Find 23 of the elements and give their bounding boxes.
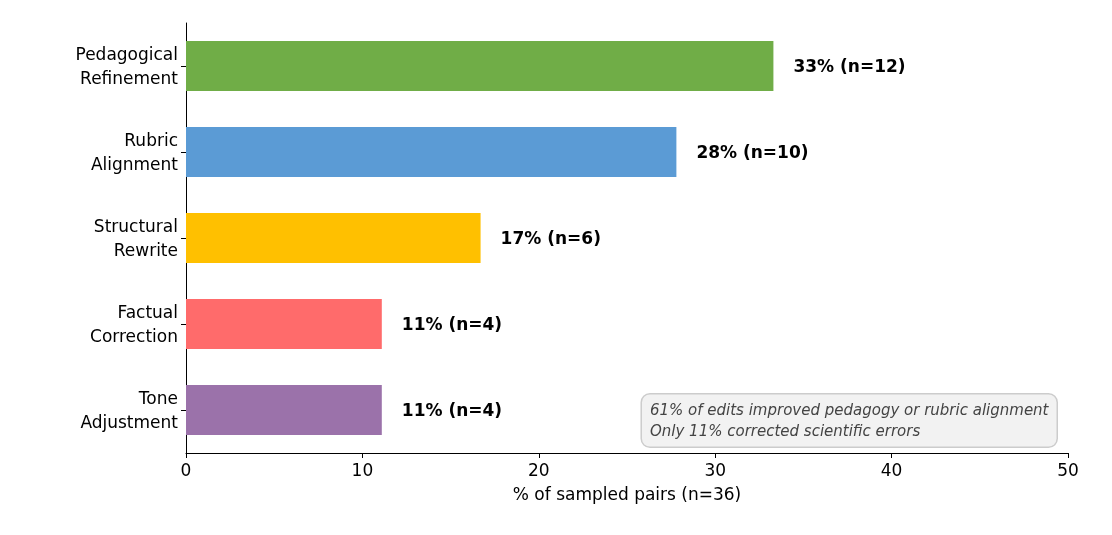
bar xyxy=(186,127,677,177)
y-tick-label: Factual Correction xyxy=(90,302,178,346)
data-label: 17% (n=6) xyxy=(500,228,601,248)
x-tick-label: 40 xyxy=(880,459,903,480)
bar xyxy=(186,299,382,349)
bar xyxy=(186,213,481,263)
y-tick-label: Structural Rewrite xyxy=(93,216,178,260)
x-tick-label: 0 xyxy=(180,459,192,480)
data-label: 33% (n=12) xyxy=(793,56,906,76)
x-tick-label: 20 xyxy=(527,459,550,480)
data-label: 11% (n=4) xyxy=(401,400,503,420)
data-label: 11% (n=4) xyxy=(401,314,503,334)
annotation: 61% of edits improved pedagogy or rubric alignment Only 11% corrected scientific errors xyxy=(649,401,1050,440)
bar xyxy=(186,385,382,435)
x-tick-label: 50 xyxy=(1057,459,1079,480)
y-tick-label: Pedagogical Refinement xyxy=(75,44,179,88)
bar xyxy=(186,41,774,91)
y-tick-label: Tone Adjustment xyxy=(80,388,179,432)
x-tick-label: 30 xyxy=(704,459,727,480)
data-label: 28% (n=10) xyxy=(696,142,809,162)
y-tick-label: Rubric Alignment xyxy=(90,130,179,174)
x-tick-label: 10 xyxy=(351,459,374,480)
x-axis-title: % of sampled pairs (n=36) xyxy=(512,483,742,504)
